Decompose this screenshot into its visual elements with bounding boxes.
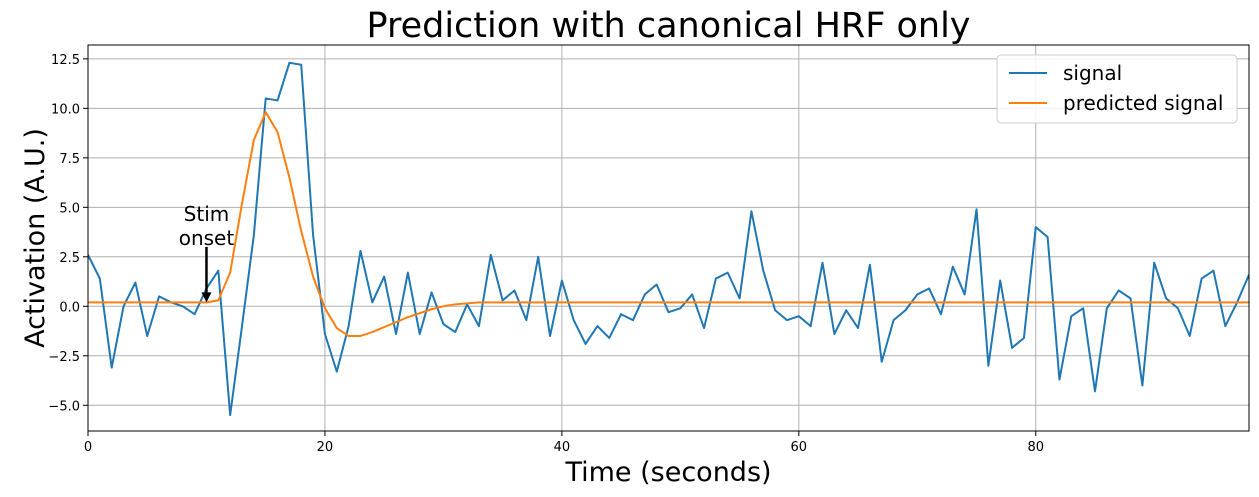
annotation-arrow-head	[201, 292, 212, 303]
y-tick-label: −2.5	[48, 350, 80, 365]
y-tick-label: 12.5	[51, 53, 80, 68]
x-tick-label: 80	[1027, 440, 1044, 455]
legend-label: signal	[1063, 61, 1122, 85]
x-tick-label: 20	[317, 440, 334, 455]
annotation-text: Stim	[184, 202, 230, 226]
legend-label: predicted signal	[1063, 91, 1223, 115]
signal-line	[88, 61, 1249, 417]
y-tick-label: 10.0	[51, 102, 80, 117]
y-tick-label: 7.5	[59, 152, 80, 167]
y-tick-label: 0.0	[59, 300, 80, 315]
x-tick-label: 60	[791, 440, 808, 455]
plot-lines	[88, 61, 1249, 417]
y-tick-label: 2.5	[59, 251, 80, 266]
ticks: 0 20 40 60 80 −5.0 −2.5 0.0 2.5 5.0 7.5 10.0 12.5	[48, 53, 1044, 455]
predicted-signal-line	[88, 111, 1249, 337]
grid	[88, 45, 1249, 431]
x-tick-label: 0	[84, 440, 92, 455]
legend-box	[996, 54, 1238, 124]
axes-frame	[87, 44, 1250, 432]
x-tick-label: 40	[554, 440, 571, 455]
y-axis-label: Activation (A.U.)	[20, 128, 51, 348]
legend: signal predicted signal	[996, 54, 1238, 124]
annotation-text: onset	[179, 226, 235, 250]
y-tick-label: 5.0	[59, 201, 80, 216]
x-axis-label: Time (seconds)	[564, 457, 771, 488]
y-tick-label: −5.0	[48, 399, 80, 414]
chart-title: Prediction with canonical HRF only	[366, 6, 970, 46]
